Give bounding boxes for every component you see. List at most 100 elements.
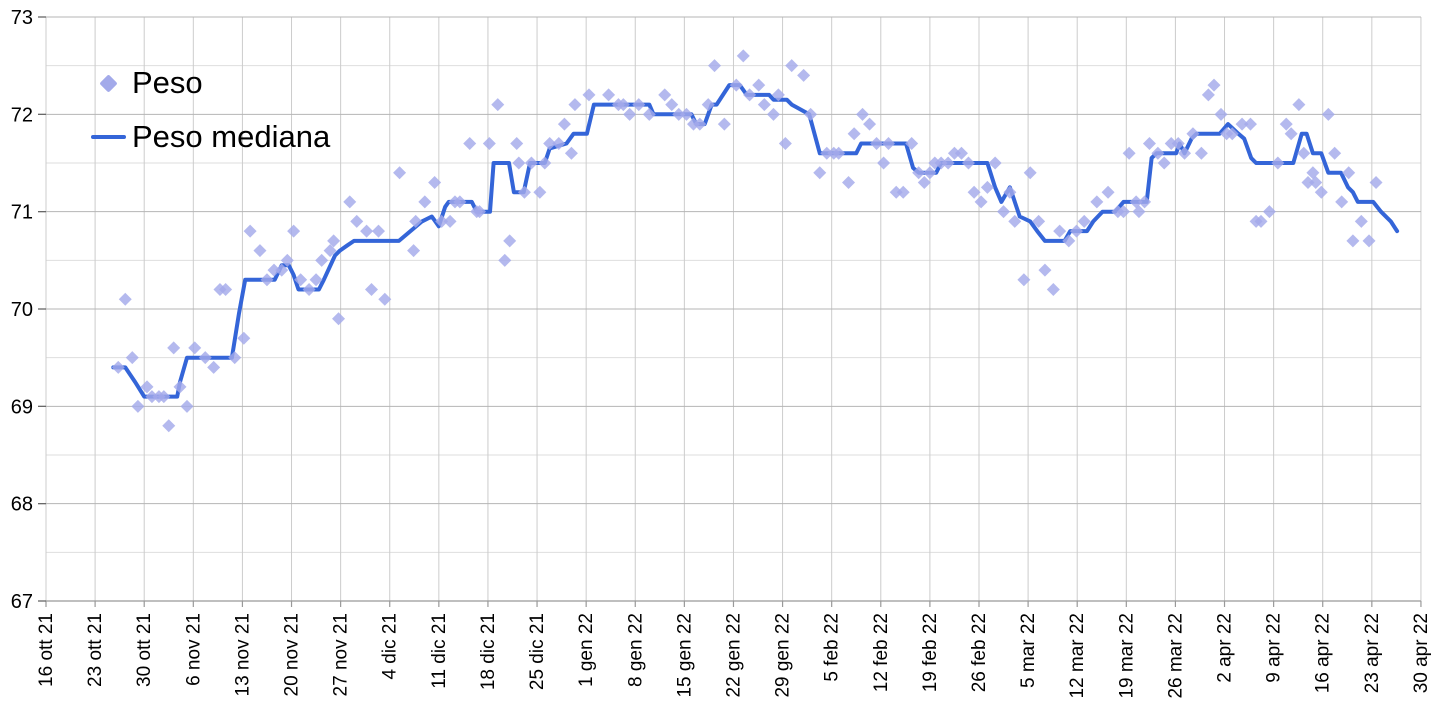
data-point-diamond: [1301, 175, 1315, 189]
x-tick-label: 5 mar 22: [1018, 613, 1039, 688]
data-point-diamond: [616, 98, 630, 112]
data-point-diamond: [1297, 146, 1311, 160]
data-point-diamond: [1117, 205, 1131, 219]
x-axis-labels: 16 ott 21 23 ott 21 30 ott 21 6 nov 21 13 no…: [36, 613, 1432, 699]
data-point-diamond: [708, 59, 722, 73]
legend-item-peso-mediana[interactable]: Peso mediana: [88, 110, 330, 164]
data-point-diamond: [207, 360, 221, 374]
data-point-diamond: [882, 137, 896, 151]
data-point-diamond: [1157, 156, 1171, 170]
data-point-diamond: [863, 117, 877, 131]
data-point-diamond: [219, 283, 233, 297]
data-point-diamond: [1178, 146, 1192, 160]
data-point-diamond: [1342, 166, 1356, 180]
data-point-diamond: [510, 137, 524, 151]
data-point-diamond: [870, 137, 884, 151]
legend-item-peso[interactable]: Peso: [88, 56, 330, 110]
data-point-diamond: [491, 98, 505, 112]
data-point-diamond: [364, 283, 378, 297]
data-point-diamond: [428, 175, 442, 189]
data-point-diamond: [162, 419, 176, 433]
data-point-diamond: [568, 98, 582, 112]
data-point-diamond: [267, 263, 281, 277]
legend-label-peso: Peso: [132, 65, 203, 100]
data-point-diamond: [923, 166, 937, 180]
data-point-diamond: [1354, 214, 1368, 228]
data-point-diamond: [538, 156, 552, 170]
data-point-diamond: [954, 146, 968, 160]
legend-label-peso-mediana: Peso mediana: [132, 119, 331, 154]
marker-box: [88, 135, 128, 139]
data-point-diamond: [1171, 137, 1185, 151]
x-tick-label: 9 apr 22: [1264, 613, 1285, 683]
data-point-diamond: [1023, 166, 1037, 180]
data-point-diamond: [543, 137, 557, 151]
data-point-diamond: [1284, 127, 1298, 141]
data-point-diamond: [360, 224, 374, 238]
y-tick-label: 68: [11, 494, 33, 516]
data-point-diamond: [642, 107, 656, 121]
data-point-diamond: [418, 195, 432, 209]
data-point-diamond: [1335, 195, 1349, 209]
data-point-diamond: [785, 59, 799, 73]
x-tick-label: 26 mar 22: [1165, 613, 1186, 699]
data-point-diamond: [1271, 156, 1285, 170]
legend: Peso Peso mediana: [88, 56, 330, 164]
data-point-diamond: [453, 195, 467, 209]
data-point-diamond: [988, 156, 1002, 170]
data-point-diamond: [275, 263, 289, 277]
data-point-diamond: [198, 351, 212, 365]
data-point-diamond: [557, 117, 571, 131]
y-tick-label: 70: [11, 299, 33, 321]
data-point-diamond: [1129, 195, 1143, 209]
data-point-diamond: [941, 156, 955, 170]
data-point-diamond: [131, 399, 145, 413]
data-point-diamond: [253, 244, 267, 258]
data-point-diamond: [1306, 166, 1320, 180]
data-point-diamond: [980, 180, 994, 194]
data-point-diamond: [679, 107, 693, 121]
data-point-diamond: [409, 214, 423, 228]
x-tick-label: 25 dic 21: [527, 613, 548, 690]
data-point-diamond: [1003, 185, 1017, 199]
data-point-diamond: [832, 146, 846, 160]
x-tick-label: 15 gen 22: [674, 613, 695, 698]
data-point-diamond: [393, 166, 407, 180]
data-point-diamond: [804, 107, 818, 121]
x-tick-label: 1 gen 22: [576, 613, 597, 687]
data-point-diamond: [1032, 214, 1046, 228]
data-point-diamond: [917, 175, 931, 189]
data-point-diamond: [602, 88, 616, 102]
data-point-diamond: [512, 156, 526, 170]
data-point-diamond: [1132, 205, 1146, 219]
data-point-diamond: [1314, 185, 1328, 199]
x-tick-label: 22 gen 22: [723, 613, 744, 698]
data-point-diamond: [1101, 185, 1115, 199]
data-point-diamond: [717, 117, 731, 131]
data-point-diamond: [1309, 175, 1323, 189]
data-point-diamond: [1207, 78, 1221, 92]
x-tick-label: 26 feb 22: [969, 613, 990, 692]
x-tick-label: 12 mar 22: [1067, 613, 1088, 699]
gridlines-major: [46, 16, 1421, 602]
data-point-diamond: [140, 380, 154, 394]
data-point-diamond: [847, 127, 861, 141]
data-point-diamond: [672, 107, 686, 121]
data-point-diamond: [1328, 146, 1342, 160]
y-tick-label: 73: [11, 7, 33, 29]
x-tick-label: 27 nov 21: [331, 613, 352, 696]
data-point-diamond: [1062, 234, 1076, 248]
data-point-diamond: [1122, 146, 1136, 160]
data-point-diamond: [407, 244, 421, 258]
y-axis-labels: 67 68 69 70 71 72 73: [11, 7, 33, 613]
x-tick-label: 23 apr 22: [1362, 613, 1383, 693]
data-point-diamond: [1138, 195, 1152, 209]
data-point-diamond: [1235, 117, 1249, 131]
x-tick-label: 19 feb 22: [920, 613, 941, 692]
data-point-diamond: [287, 224, 301, 238]
data-point-diamond: [309, 273, 323, 287]
x-tick-label: 20 nov 21: [282, 613, 303, 696]
data-point-diamond: [1151, 146, 1165, 160]
line-marker-icon: [90, 135, 126, 139]
data-point-diamond: [243, 224, 257, 238]
